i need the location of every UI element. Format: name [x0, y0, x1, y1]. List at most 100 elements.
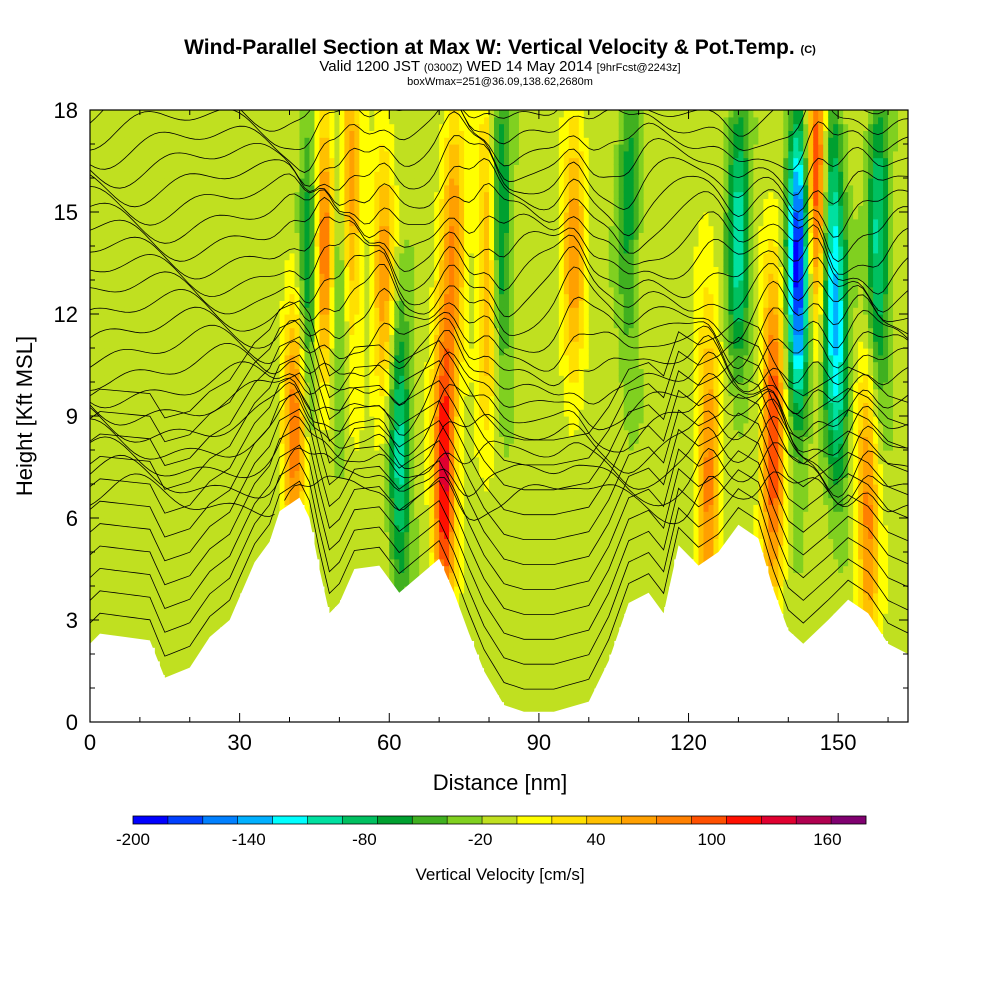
- heatmap-cell: [344, 164, 350, 172]
- heatmap-cell: [394, 232, 400, 240]
- heatmap-cell: [244, 497, 251, 505]
- heatmap-cell: [139, 579, 146, 587]
- heatmap-cell: [109, 626, 116, 635]
- heatmap-cell: [90, 592, 96, 601]
- heatmap-cell: [159, 538, 166, 546]
- heatmap-cell: [244, 354, 251, 363]
- heatmap-cell: [134, 402, 141, 410]
- heatmap-cell: [324, 191, 331, 199]
- heatmap-cell: [234, 273, 241, 281]
- heatmap-cell: [214, 348, 221, 356]
- heatmap-cell: [234, 565, 241, 573]
- heatmap-cell: [389, 137, 395, 145]
- heatmap-cell: [399, 497, 405, 505]
- heatmap-cell: [90, 409, 96, 417]
- heatmap-cell: [114, 545, 121, 553]
- heatmap-cell: [384, 456, 390, 465]
- heatmap-cell: [119, 320, 126, 329]
- heatmap-cell: [129, 443, 136, 451]
- heatmap-cell: [354, 246, 360, 254]
- heatmap-cell: [344, 259, 350, 267]
- heatmap-cell: [384, 307, 390, 315]
- heatmap-cell: [279, 368, 286, 376]
- heatmap-cell: [204, 354, 211, 363]
- heatmap-cell: [284, 436, 291, 444]
- heatmap-cell: [289, 239, 296, 247]
- heatmap-cell: [329, 511, 336, 519]
- heatmap-cell: [124, 545, 131, 553]
- heatmap-cell: [209, 164, 216, 172]
- heatmap-cell: [169, 456, 176, 465]
- heatmap-cell: [119, 225, 126, 233]
- heatmap-cell: [359, 470, 365, 478]
- heatmap-cell: [154, 334, 161, 342]
- heatmap-cell: [259, 300, 266, 308]
- heatmap-cell: [324, 552, 331, 560]
- heatmap-cell: [289, 266, 296, 274]
- heatmap-cell: [154, 422, 161, 431]
- heatmap-cell: [184, 246, 191, 254]
- heatmap-cell: [264, 178, 271, 186]
- heatmap-cell: [289, 497, 296, 505]
- heatmap-cell: [209, 341, 216, 349]
- heatmap-cell: [164, 613, 171, 621]
- heatmap-cell: [209, 572, 216, 580]
- heatmap-cell: [199, 164, 206, 172]
- heatmap-cell: [94, 606, 101, 614]
- heatmap-cell: [199, 286, 206, 295]
- heatmap-cell: [144, 586, 151, 594]
- heatmap-cell: [359, 511, 365, 519]
- heatmap-cell: [189, 300, 196, 308]
- heatmap-cell: [269, 422, 276, 431]
- heatmap-cell: [274, 116, 281, 125]
- heatmap-cell: [264, 375, 271, 383]
- heatmap-cell: [209, 484, 216, 492]
- heatmap-cell: [294, 259, 301, 267]
- heatmap-cell: [309, 409, 316, 417]
- heatmap-cell: [174, 511, 181, 519]
- heatmap-cell: [349, 354, 355, 363]
- heatmap-cell: [374, 368, 380, 376]
- heatmap-cell: [149, 586, 156, 594]
- heatmap-cell: [194, 218, 201, 227]
- heatmap-cell: [229, 565, 236, 573]
- heatmap-cell: [259, 368, 266, 376]
- heatmap-cell: [119, 572, 126, 580]
- heatmap-cell: [109, 395, 116, 403]
- heatmap-cell: [284, 470, 291, 478]
- heatmap-cell: [384, 184, 390, 193]
- heatmap-cell: [90, 137, 96, 145]
- heatmap-cell: [99, 218, 106, 227]
- heatmap-cell: [94, 239, 101, 247]
- heatmap-cell: [359, 402, 365, 410]
- heatmap-cell: [204, 409, 211, 417]
- heatmap-cell: [424, 300, 430, 308]
- heatmap-cell: [224, 232, 231, 240]
- heatmap-cell: [404, 531, 410, 539]
- heatmap-cell: [114, 395, 121, 403]
- heatmap-cell: [404, 327, 410, 335]
- heatmap-cell: [104, 416, 111, 424]
- heatmap-cell: [419, 477, 425, 485]
- heatmap-cell: [339, 314, 345, 322]
- heatmap-cell: [164, 246, 171, 254]
- heatmap-cell: [284, 171, 291, 179]
- heatmap-cell: [359, 477, 365, 485]
- heatmap-cell: [114, 456, 121, 465]
- heatmap-cell: [244, 212, 251, 220]
- heatmap-cell: [144, 320, 151, 329]
- heatmap-cell: [199, 409, 206, 417]
- heatmap-cell: [299, 416, 306, 424]
- heatmap-cell: [369, 524, 375, 533]
- heatmap-cell: [334, 171, 340, 179]
- heatmap-cell: [90, 531, 96, 539]
- heatmap-cell: [234, 572, 241, 580]
- heatmap-cell: [94, 626, 101, 635]
- heatmap-cell: [134, 334, 141, 342]
- heatmap-cell: [229, 354, 236, 363]
- heatmap-cell: [119, 286, 126, 295]
- heatmap-cell: [209, 150, 216, 159]
- heatmap-cell: [364, 225, 370, 233]
- heatmap-cell: [289, 218, 296, 227]
- heatmap-cell: [149, 579, 156, 587]
